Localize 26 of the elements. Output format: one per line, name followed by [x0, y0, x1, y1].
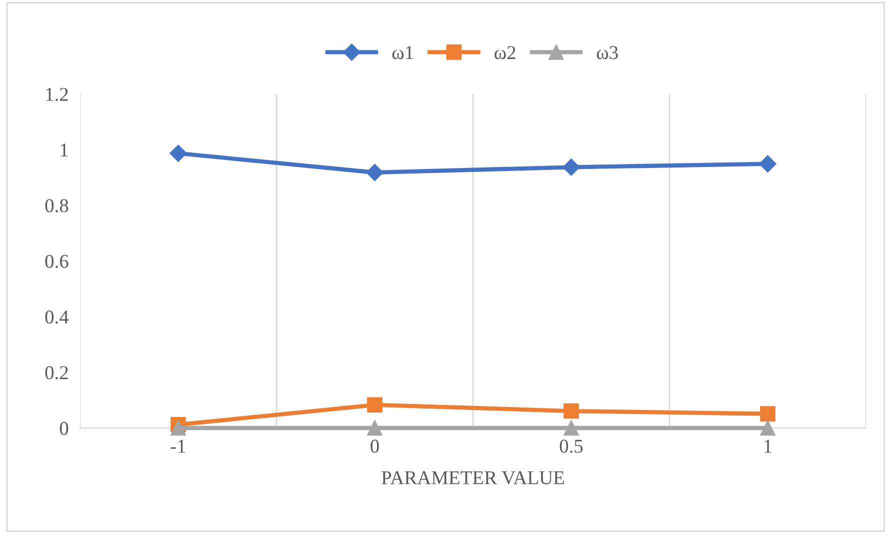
point — [562, 158, 580, 176]
x-axis-title: PARAMETER VALUE — [382, 471, 564, 484]
point — [366, 164, 384, 182]
legend-label: ω2 — [494, 46, 516, 60]
y-tick-label: 1.2 — [46, 88, 68, 102]
point — [367, 420, 382, 436]
point — [564, 420, 579, 436]
x-tick-label: 1 — [764, 440, 772, 453]
point — [170, 420, 186, 436]
legend-label: ω1 — [392, 46, 413, 60]
point — [760, 420, 776, 436]
x-tick-label: 0 — [370, 440, 379, 453]
point — [759, 155, 776, 172]
y-tick-label: 0 — [60, 422, 68, 435]
point — [170, 144, 187, 162]
x-tick-label: -1 — [170, 440, 186, 453]
legend-label: ω3 — [596, 46, 618, 60]
x-tick-label: 0.5 — [560, 440, 583, 453]
y-tick-label: 1 — [60, 144, 68, 156]
point — [367, 397, 382, 413]
point — [760, 406, 776, 422]
y-tick-label: 0.8 — [45, 199, 68, 212]
point — [564, 403, 579, 419]
y-tick-label: 0.2 — [45, 366, 68, 380]
y-tick-label: 0.6 — [45, 254, 68, 268]
y-tick-label: 0.4 — [45, 310, 69, 324]
